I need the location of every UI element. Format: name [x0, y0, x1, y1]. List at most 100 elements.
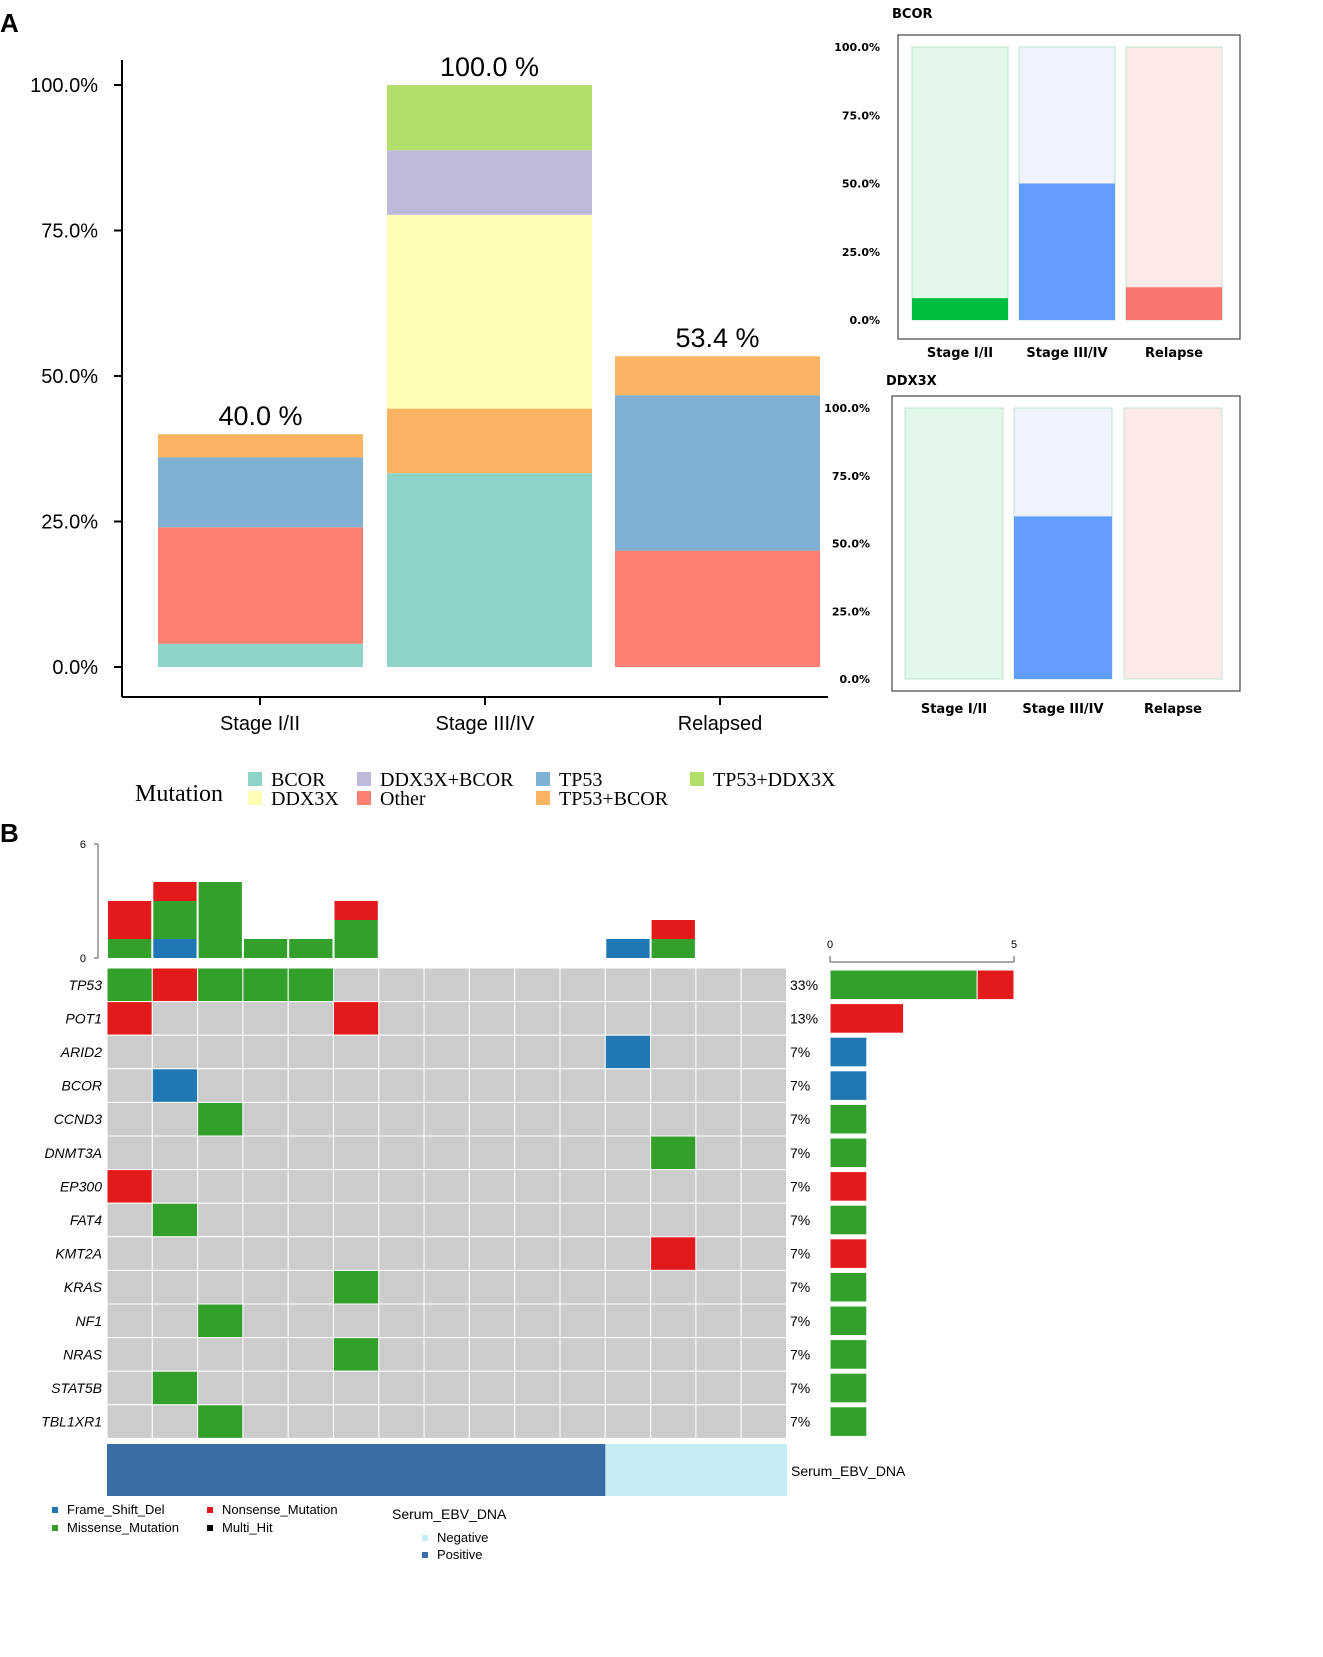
grid-cell	[423, 1404, 470, 1439]
grid-cell	[559, 1337, 606, 1372]
gene-label: FAT4	[70, 1212, 102, 1228]
mutation-cell	[287, 967, 335, 1003]
grid-cell	[106, 1370, 153, 1406]
gene-label: KMT2A	[55, 1246, 102, 1262]
tmb-bar-segment	[243, 939, 288, 958]
gene-percent: 7%	[790, 1380, 810, 1396]
grid-cell	[514, 1068, 561, 1103]
grid-cell	[740, 967, 788, 1003]
gene-frequency-bar	[829, 1137, 868, 1169]
grid-cell	[378, 1034, 425, 1070]
grid-cell	[695, 1135, 742, 1171]
panel-label-b: B	[0, 818, 19, 848]
x-tick-label: Relapse	[1145, 346, 1203, 361]
grid-cell	[378, 1101, 425, 1137]
grid-cell	[106, 1068, 153, 1103]
gene-frequency-bar	[829, 1305, 868, 1337]
bar-segment-other	[158, 527, 363, 644]
grid-cell	[287, 1370, 335, 1406]
serum-track-label: Serum_EBV_DNA	[791, 1463, 906, 1479]
grid-cell	[650, 1370, 697, 1406]
x-tick-label: Stage III/IV	[1026, 346, 1107, 361]
grid-cell	[287, 1068, 335, 1103]
gene-label: POT1	[65, 1010, 102, 1026]
serum-ebv-cell	[424, 1444, 470, 1496]
tmb-bar-segment	[198, 882, 242, 958]
tmb-bar-segment	[153, 882, 197, 901]
grid-cell	[468, 1404, 516, 1439]
grid-cell	[559, 967, 606, 1003]
x-tick-label: Stage III/IV	[1022, 702, 1103, 717]
y-tick-label: 75.0%	[842, 109, 880, 122]
grid-cell	[559, 1135, 606, 1171]
x-tick-label: Stage I/II	[921, 702, 987, 717]
grid-cell	[242, 1202, 289, 1238]
grid-cell	[242, 1001, 289, 1036]
tmb-bar-segment	[153, 939, 197, 958]
panel-title: BCOR	[892, 7, 933, 22]
grid-cell	[287, 1303, 335, 1339]
grid-cell	[151, 1001, 199, 1036]
grid-cell	[242, 1370, 289, 1406]
mutation-cell	[106, 967, 153, 1003]
grid-cell	[287, 1404, 335, 1439]
mutation-cell	[604, 1034, 652, 1070]
grid-cell	[604, 1101, 652, 1137]
legend-label: Missense_Mutation	[67, 1520, 179, 1535]
serum-ebv-cell	[197, 1444, 244, 1496]
grid-cell	[604, 1001, 652, 1036]
mutation-cell	[333, 1001, 380, 1036]
grid-cell	[695, 1404, 742, 1439]
legend-title: Mutation	[135, 781, 223, 807]
gene-label: TBL1XR1	[41, 1414, 102, 1430]
grid-cell	[423, 1135, 470, 1171]
grid-cell	[468, 1370, 516, 1406]
gene-label: TP53	[69, 977, 103, 993]
gene-label: BCOR	[62, 1078, 102, 1094]
grid-cell	[604, 1202, 652, 1238]
grid-cell	[106, 1135, 153, 1171]
gene-percent: 33%	[790, 977, 818, 993]
mutation-cell	[151, 1068, 199, 1103]
serum-ebv-cell	[560, 1444, 606, 1496]
gene-label: NRAS	[63, 1346, 103, 1362]
grid-cell	[287, 1337, 335, 1372]
y-tick-label: 25.0%	[842, 246, 880, 259]
gene-percent: 7%	[790, 1044, 810, 1060]
grid-cell	[514, 1034, 561, 1070]
grid-cell	[106, 1269, 153, 1305]
grid-cell	[287, 1202, 335, 1238]
gene-percent: 7%	[790, 1078, 810, 1094]
legend-swatch	[357, 772, 371, 786]
bar-segment-bcor	[158, 643, 363, 667]
legend-swatch	[422, 1535, 428, 1541]
legend-swatch	[536, 772, 550, 786]
legend-swatch	[207, 1507, 213, 1513]
bar-background	[904, 407, 1004, 680]
grid-cell	[197, 1236, 244, 1271]
grid-cell	[378, 1135, 425, 1171]
grid-cell	[695, 967, 742, 1003]
grid-cell	[514, 1303, 561, 1339]
y-tick-label: 25.0%	[41, 512, 98, 534]
grid-cell	[695, 1001, 742, 1036]
gene-frequency-bar	[829, 1070, 868, 1101]
bar-fill	[912, 298, 1008, 320]
ddx3x-chart: DDX3X 0.0% 25.0% 50.0% 75.0% 100.0% Stage I/II…	[824, 374, 1241, 717]
y-tick-label: 25.0%	[832, 605, 870, 618]
gene-frequency-bar	[829, 1204, 868, 1236]
grid-cell	[378, 1169, 425, 1204]
grid-cell	[604, 1068, 652, 1103]
legend-swatch	[248, 772, 262, 786]
grid-cell	[287, 1135, 335, 1171]
gene-frequency-bar	[829, 1036, 868, 1068]
grid-cell	[197, 1068, 244, 1103]
grid-cell	[242, 1236, 289, 1271]
grid-cell	[197, 1202, 244, 1238]
grid-cell	[740, 1269, 788, 1305]
grid-cell	[151, 1169, 199, 1204]
legend-swatch	[52, 1507, 58, 1513]
gene-label: NF1	[76, 1313, 102, 1329]
serum-ebv-cell	[288, 1444, 334, 1496]
grid-cell	[650, 1001, 697, 1036]
